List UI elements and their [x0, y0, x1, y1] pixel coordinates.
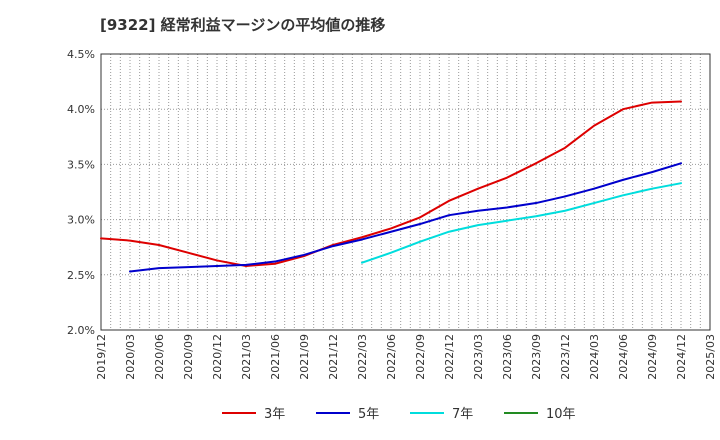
- x-tick-label: 2025/03: [704, 334, 717, 380]
- x-tick-label: 2021/12: [327, 334, 340, 380]
- legend-label-5年: 5年: [358, 407, 379, 422]
- x-tick-label: 2021/09: [298, 334, 311, 380]
- x-tick-label: 2024/03: [588, 334, 601, 380]
- plot-background: [101, 54, 710, 330]
- y-tick-label: 2.5%: [67, 269, 95, 282]
- x-tick-label: 2023/09: [530, 334, 543, 380]
- x-axis-ticks: 2019/12 2020/03 2020/06 2020/09 2020/12 2021/…: [95, 334, 717, 380]
- x-tick-label: 2019/12: [95, 334, 108, 380]
- x-tick-label: 2022/12: [443, 334, 456, 380]
- legend-label-3年: 3年: [264, 407, 285, 422]
- series-line-3年: [100, 100, 682, 267]
- legend-label-10年: 10年: [546, 407, 576, 422]
- x-tick-label: 2024/12: [675, 334, 688, 380]
- series-line-7年: [361, 182, 682, 264]
- y-tick-label: 2.0%: [67, 324, 95, 337]
- x-tick-label: 2022/09: [414, 334, 427, 380]
- x-tick-label: 2020/03: [124, 334, 137, 380]
- x-tick-label: 2024/06: [617, 334, 630, 380]
- x-tick-label: 2022/06: [385, 334, 398, 380]
- x-tick-label: 2021/03: [240, 334, 253, 380]
- x-tick-label: 2022/03: [356, 334, 369, 380]
- legend: 3年 5年 7年 10年: [222, 407, 576, 422]
- series-lines: [100, 100, 682, 273]
- y-tick-label: 3.5%: [67, 158, 95, 171]
- x-tick-label: 2020/12: [211, 334, 224, 380]
- legend-label-7年: 7年: [452, 407, 473, 422]
- x-tick-label: 2020/06: [153, 334, 166, 380]
- grid-lines: [101, 54, 710, 330]
- series-line-5年: [129, 162, 682, 273]
- y-tick-label: 4.5%: [67, 48, 95, 61]
- x-tick-label: 2024/09: [646, 334, 659, 380]
- x-tick-label: 2023/06: [501, 334, 514, 380]
- y-tick-label: 4.0%: [67, 103, 95, 116]
- x-tick-label: 2023/03: [472, 334, 485, 380]
- x-tick-label: 2021/06: [269, 334, 282, 380]
- y-axis-ticks: 2.0% 2.5% 3.0% 3.5% 4.0% 4.5%: [67, 48, 95, 337]
- x-tick-label: 2020/09: [182, 334, 195, 380]
- x-tick-label: 2023/12: [559, 334, 572, 380]
- plot-frame: [100, 53, 711, 331]
- chart-title: [9322] 経常利益マージンの平均値の推移: [100, 16, 386, 34]
- y-tick-label: 3.0%: [67, 214, 95, 227]
